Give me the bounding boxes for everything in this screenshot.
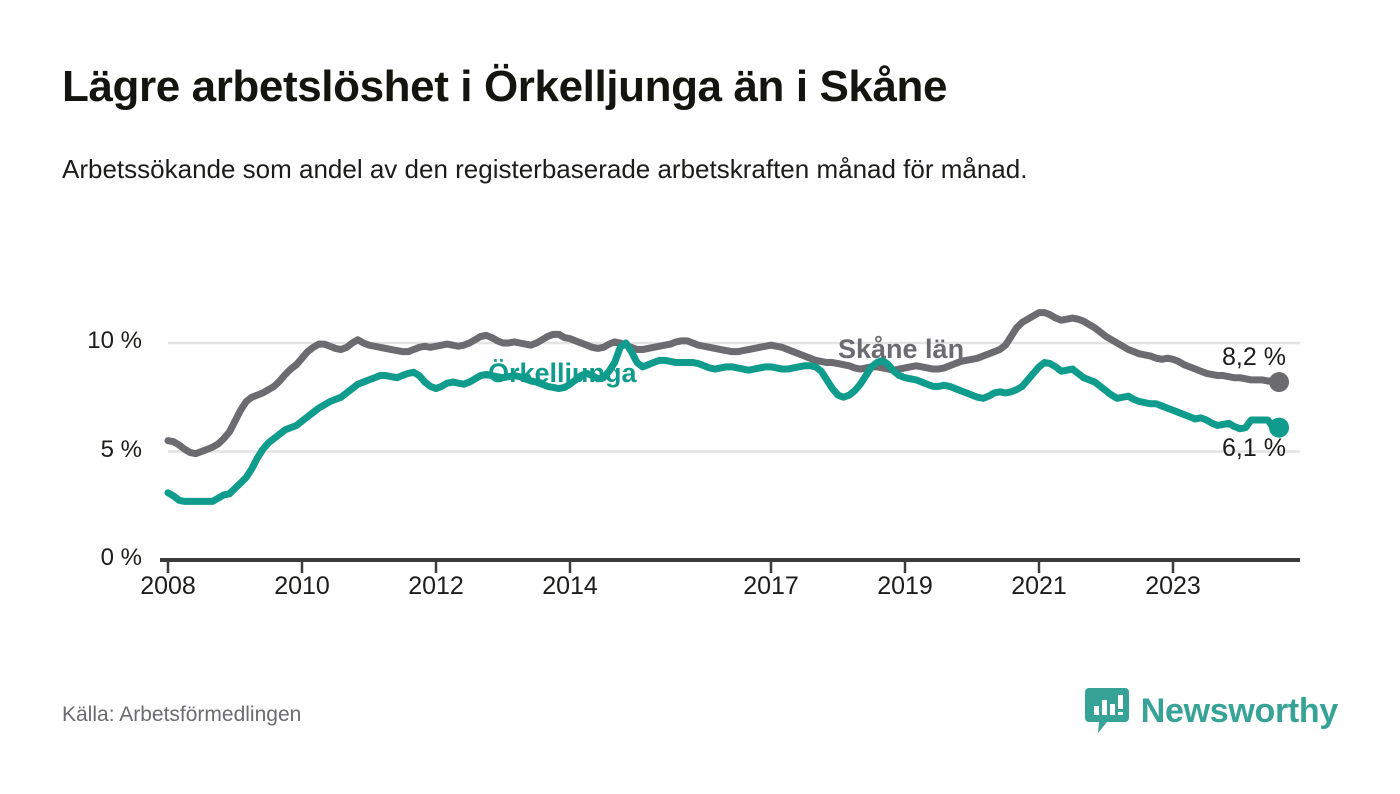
x-tick-label-2017: 2017 — [743, 572, 799, 600]
series-label-orkelljunga: Örkelljunga — [488, 358, 637, 388]
series-end-dots — [1269, 372, 1290, 438]
y-tick-label-0: 0 % — [100, 544, 142, 571]
x-tick-label-2019: 2019 — [877, 572, 933, 600]
newsworthy-logo[interactable]: Newsworthy — [1084, 688, 1339, 734]
x-tick-label-2014: 2014 — [542, 572, 598, 600]
x-tick-label-2010: 2010 — [274, 572, 330, 600]
y-tick-label-10: 10 % — [87, 327, 142, 354]
end-value-label-skane: 8,2 % — [1222, 343, 1286, 371]
x-tick-label-2008: 2008 — [140, 572, 196, 600]
x-axis-ticks — [166, 561, 1175, 573]
page-title: Lägre arbetslöshet i Örkelljunga än i Sk… — [62, 62, 948, 111]
x-tick-label-2012: 2012 — [408, 572, 464, 600]
source-note: Källa: Arbetsförmedlingen — [62, 703, 302, 726]
x-tick-label-2021: 2021 — [1011, 572, 1067, 600]
x-tick-label-2023: 2023 — [1145, 572, 1201, 600]
bar-chart-speech-bubble-icon — [1084, 688, 1129, 733]
series-label-skane: Skåne län — [838, 334, 965, 364]
y-tick-label-5: 5 % — [100, 435, 142, 463]
logo-text: Newsworthy — [1140, 691, 1339, 730]
chart-subtitle: Arbetssökande som andel av den registerb… — [62, 154, 1028, 184]
series-lines — [164, 309, 1283, 505]
end-value-label-orkelljunga: 6,1 % — [1222, 434, 1286, 462]
